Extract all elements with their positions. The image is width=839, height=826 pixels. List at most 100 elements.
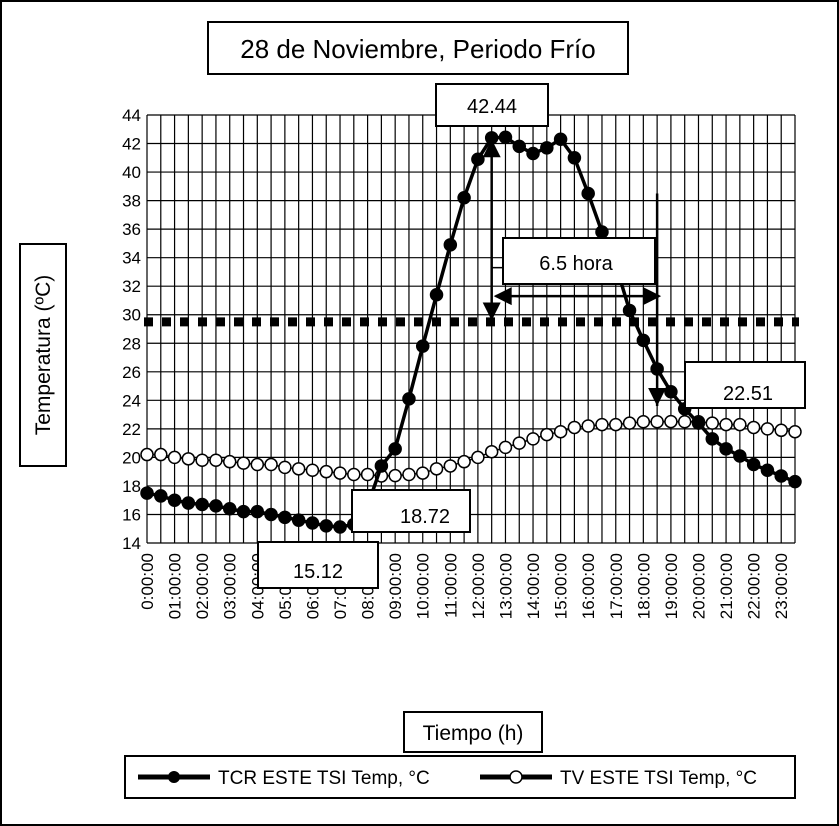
data-point [306, 464, 318, 476]
data-point [527, 148, 539, 160]
data-point [238, 457, 250, 469]
x-tick-label: 21:00:00 [717, 553, 736, 619]
y-tick-label: 38 [122, 192, 141, 211]
data-point [582, 187, 594, 199]
data-point [334, 521, 346, 533]
x-tick-label: 20:00:00 [689, 553, 708, 619]
data-point [169, 451, 181, 463]
data-point [279, 511, 291, 523]
data-point [761, 423, 773, 435]
data-point [720, 443, 732, 455]
data-point [320, 466, 332, 478]
max-label: 42.44 [467, 96, 517, 118]
data-point [637, 416, 649, 428]
legend: TCR ESTE TSI Temp, °C TV ESTE TSI Temp, … [125, 756, 795, 798]
data-point [527, 433, 539, 445]
data-point [444, 460, 456, 472]
data-point [431, 463, 443, 475]
data-point [499, 441, 511, 453]
x-axis-label-box: Tiempo (h) [404, 712, 542, 752]
data-point [155, 490, 167, 502]
data-point [169, 494, 181, 506]
data-point [251, 459, 263, 471]
data-point [251, 506, 263, 518]
data-point [210, 500, 222, 512]
data-point [265, 508, 277, 520]
legend-label-tv: TV ESTE TSI Temp, °C [560, 768, 757, 789]
data-point [224, 456, 236, 468]
x-tick-label: 17:00:00 [607, 553, 626, 619]
data-point [706, 433, 718, 445]
x-tick-label: 19:00:00 [662, 553, 681, 619]
arrow-head [483, 302, 501, 320]
chart-title: 28 de Noviembre, Periodo Frío [240, 34, 596, 64]
data-point [141, 449, 153, 461]
data-point [513, 140, 525, 152]
data-point [458, 192, 470, 204]
data-point [789, 476, 801, 488]
data-point [224, 503, 236, 515]
data-point [472, 153, 484, 165]
y-tick-label: 20 [122, 448, 141, 467]
y-axis-label-box: Temperatura (ºC) [20, 244, 66, 466]
data-point [665, 416, 677, 428]
annotation-min: 15.12 [258, 542, 378, 588]
data-point [568, 152, 580, 164]
data-point [734, 450, 746, 462]
data-point [610, 419, 622, 431]
y-tick-label: 14 [122, 534, 141, 553]
data-point [417, 467, 429, 479]
data-point [720, 419, 732, 431]
data-point [775, 470, 787, 482]
data-point [375, 460, 387, 472]
data-point [499, 131, 511, 143]
data-point [472, 451, 484, 463]
x-tick-label: 0:00:00 [138, 553, 157, 610]
data-point [761, 464, 773, 476]
data-point [389, 443, 401, 455]
y-tick-label: 32 [122, 277, 141, 296]
data-point [182, 497, 194, 509]
data-point [568, 421, 580, 433]
data-point [141, 487, 153, 499]
data-point [679, 416, 691, 428]
series-tcr [141, 131, 801, 533]
data-point [362, 469, 374, 481]
data-point [651, 416, 663, 428]
data-point [293, 463, 305, 475]
data-point [789, 426, 801, 438]
legend-label-tcr: TCR ESTE TSI Temp, °C [218, 768, 430, 789]
data-point [637, 334, 649, 346]
tv-min-label: 18.72 [400, 506, 450, 528]
annotation-tv-min: 18.72 [352, 490, 470, 532]
x-tick-label: 22:00:00 [745, 553, 764, 619]
y-tick-label: 42 [122, 135, 141, 154]
y-tick-label: 24 [122, 391, 141, 410]
data-point [182, 453, 194, 465]
x-tick-label: 02:00:00 [193, 553, 212, 619]
data-point [555, 133, 567, 145]
x-tick-label: 13:00:00 [496, 553, 515, 619]
data-point [541, 429, 553, 441]
data-point [513, 437, 525, 449]
y-ticks: 14 16 18 20 22 24 26 28 30 32 34 36 38 40 42 44 [122, 106, 141, 553]
data-point [555, 426, 567, 438]
tv-max-label: 22.51 [723, 383, 773, 405]
x-tick-label: 18:00:00 [634, 553, 653, 619]
y-tick-label: 18 [122, 477, 141, 496]
data-point [444, 239, 456, 251]
y-tick-label: 40 [122, 163, 141, 182]
data-point [624, 417, 636, 429]
x-axis-label: Tiempo (h) [423, 722, 524, 745]
data-point [238, 506, 250, 518]
data-point [748, 421, 760, 433]
data-point [541, 142, 553, 154]
x-tick-label: 10:00:00 [414, 553, 433, 619]
data-point [596, 226, 608, 238]
data-point [348, 469, 360, 481]
y-tick-label: 16 [122, 505, 141, 524]
y-tick-label: 28 [122, 334, 141, 353]
data-point [389, 470, 401, 482]
y-tick-label: 44 [122, 106, 141, 125]
data-point [196, 498, 208, 510]
